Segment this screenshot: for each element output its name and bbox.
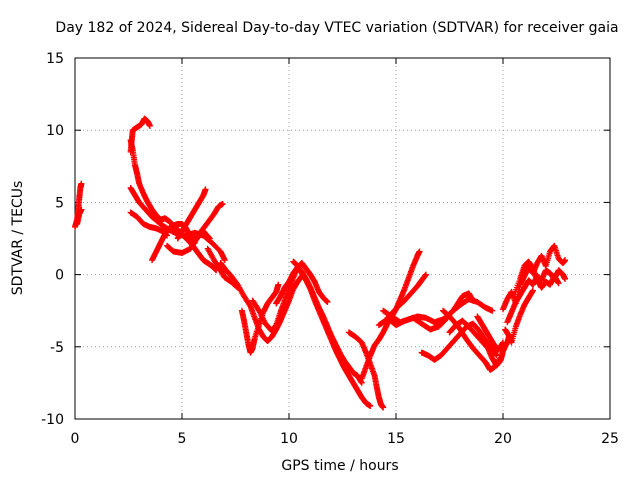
data-point — [324, 299, 331, 306]
data-point — [275, 281, 282, 288]
data-point — [367, 403, 374, 410]
series-track-g — [149, 221, 198, 264]
series-track-j — [191, 200, 226, 242]
data-point — [495, 356, 502, 363]
series-track-u — [384, 290, 477, 333]
data-point — [470, 297, 477, 304]
data-point — [221, 257, 228, 264]
series-track-ab — [510, 258, 562, 300]
series-track-m — [238, 281, 282, 356]
data-point — [416, 248, 423, 255]
y-tick-label: -5 — [50, 340, 64, 356]
series-track-b — [74, 206, 85, 228]
data-point — [202, 186, 209, 193]
series-track-h — [164, 228, 213, 256]
series-track-p — [290, 258, 374, 410]
data-point — [529, 287, 536, 294]
series-track-y — [474, 313, 506, 353]
plot-frame — [74, 57, 611, 420]
x-tick-label: 10 — [280, 431, 298, 447]
data-point — [146, 122, 153, 129]
data-point — [555, 280, 562, 287]
x-tick-label: 5 — [178, 431, 187, 447]
data-point — [500, 339, 506, 346]
data-point — [206, 234, 213, 241]
data-point — [422, 271, 429, 278]
tick-labels: 0 5 10 15 20 25 -10 -5 0 5 10 15 — [41, 51, 619, 447]
data-point — [493, 352, 500, 359]
y-tick-label: 10 — [46, 123, 64, 139]
data-points — [72, 115, 569, 411]
x-tick-label: 20 — [494, 431, 512, 447]
data-point — [380, 404, 387, 411]
series-track-q — [345, 329, 387, 411]
data-point — [78, 206, 85, 213]
series-track-x — [440, 307, 502, 373]
data-point — [562, 275, 569, 282]
series-track-o — [273, 264, 365, 386]
chart-title: Day 182 of 2024, Sidereal Day-to-day VTE… — [55, 20, 618, 36]
y-tick-label: -10 — [41, 412, 64, 428]
y-axis-label: SDTVAR / TECUs — [10, 181, 26, 296]
y-tick-label: 15 — [46, 51, 64, 67]
x-axis-label: GPS time / hours — [281, 458, 398, 474]
y-tick-label: 5 — [55, 195, 64, 211]
data-point — [562, 257, 569, 264]
data-point — [489, 307, 496, 314]
series-track-v — [418, 320, 500, 363]
data-point — [246, 302, 253, 309]
x-tick-label: 15 — [387, 431, 405, 447]
data-point — [206, 235, 213, 242]
series-track-ac — [502, 287, 536, 346]
series-track-i — [174, 186, 209, 242]
y-tick-label: 0 — [55, 268, 64, 284]
data-point — [219, 200, 226, 207]
data-point — [78, 180, 85, 187]
x-tick-label: 25 — [601, 431, 619, 447]
x-tick-label: 0 — [71, 431, 80, 447]
